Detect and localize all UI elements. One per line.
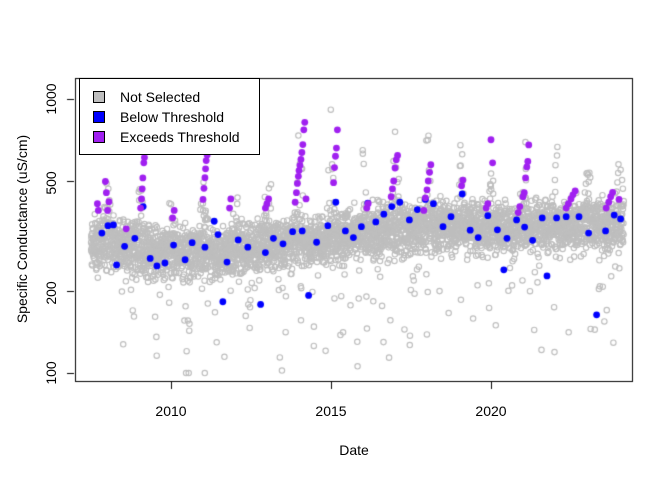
- legend-item-exceeds-threshold: Exceeds Threshold: [93, 127, 259, 147]
- x-tick-label-2015: 2015: [315, 403, 347, 419]
- legend-item-not-selected: Not Selected: [93, 87, 259, 107]
- below-threshold-swatch-icon: [93, 110, 105, 123]
- exceeds-threshold-swatch-icon: [93, 130, 105, 143]
- y-tick-label-500: 500: [43, 171, 59, 195]
- legend-label: Not Selected: [120, 88, 201, 105]
- not-selected-swatch-icon: [93, 90, 105, 103]
- x-axis-label: Date: [339, 442, 369, 458]
- x-tick-label-2010: 2010: [155, 403, 187, 419]
- legend-item-below-threshold: Below Threshold: [93, 107, 259, 127]
- y-tick-label-1000: 1000: [43, 83, 59, 115]
- legend-label: Exceeds Threshold: [120, 128, 240, 145]
- x-tick-label-2020: 2020: [475, 403, 507, 419]
- y-tick-label-100: 100: [43, 361, 59, 385]
- y-axis-label: Specific Conductance (uS/cm): [14, 134, 30, 324]
- y-tick-label-200: 200: [43, 281, 59, 305]
- legend-label: Below Threshold: [120, 108, 225, 125]
- legend: Not Selected Below Threshold Exceeds Thr…: [79, 78, 260, 155]
